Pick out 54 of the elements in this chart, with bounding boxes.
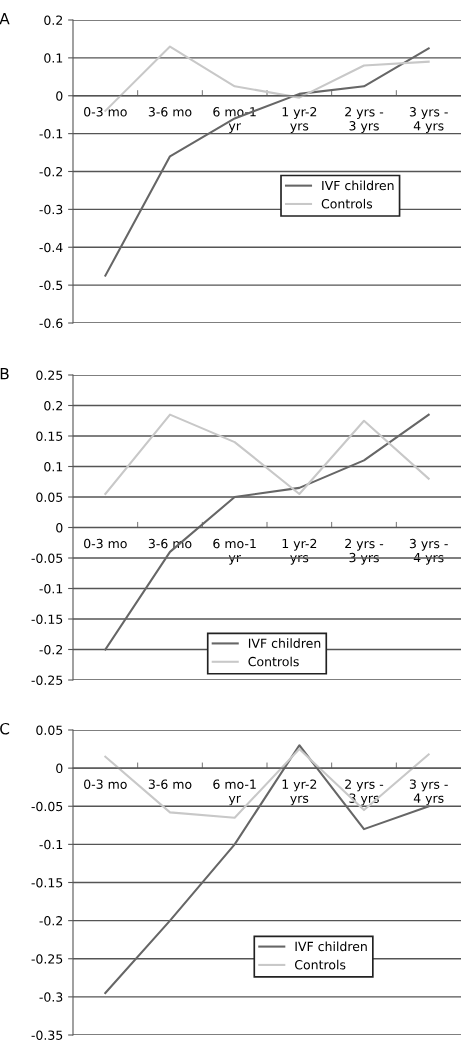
y-tick-label: 0 [56,763,63,774]
y-tick-label: 0.2 [44,400,63,411]
y-tick-label: -0.25 [31,954,63,964]
legend-label: IVF children [248,638,321,648]
y-tick-label: -0.35 [31,1030,63,1040]
legend-label: IVF children [322,180,394,191]
y-tick-label: 0.05 [36,492,63,502]
y-tick-label: -0.05 [31,553,63,563]
x-tick-label: 3 yrs - 4 yrs [409,107,448,133]
x-tick-label: 6 mo-1 yr [213,779,256,806]
y-tick-label: -0.3 [39,992,63,1002]
x-tick-label: 0-3 mo [84,538,127,549]
y-tick-label: -0.6 [39,318,63,328]
y-tick-label: -0.1 [39,129,63,139]
y-tick-label: 0.25 [36,370,63,380]
chart-title: B [0,368,9,380]
y-tick-label: -0.1 [39,583,63,594]
y-tick-label: -0.25 [31,675,63,685]
x-tick-label: 0-3 mo [84,107,127,117]
x-tick-label: 6 mo-1 yr [213,538,256,565]
y-tick-label: -0.05 [31,801,63,812]
y-tick-label: -0.3 [39,204,63,215]
chart-title: A [0,13,10,25]
x-tick-label: 3-6 mo [148,107,192,117]
chart-title: C [0,722,10,735]
y-tick-label: -0.2 [39,644,63,655]
y-tick-label: 0.05 [36,725,63,735]
y-tick-label: 0.1 [44,461,63,472]
legend-label: IVF children [295,941,367,952]
legend-label: Controls [248,656,299,667]
x-tick-label: 3-6 mo [148,779,192,789]
x-tick-label: 1 yr-2 yrs [282,107,317,133]
x-tick-label: 3 yrs - 4 yrs [409,779,448,806]
x-tick-label: 2 yrs - 3 yrs [345,107,384,133]
y-tick-label: -0.2 [39,916,63,926]
y-tick-label: 0 [56,91,63,101]
x-tick-label: 2 yrs - 3 yrs [345,538,384,565]
y-tick-label: -0.15 [31,877,63,888]
y-tick-label: -0.4 [39,242,63,253]
legend-label: Controls [294,959,346,970]
x-tick-label: 1 yr-2 yrs [282,779,317,806]
y-tick-label: 0.2 [44,15,63,25]
x-tick-label: 1 yr-2 yrs [282,538,317,565]
y-tick-label: -0.5 [39,280,63,291]
x-tick-label: 3 yrs - 4 yrs [409,538,448,565]
y-tick-label: -0.15 [31,614,63,624]
x-tick-label: 0-3 mo [84,779,127,789]
y-tick-label: 0.15 [36,431,63,441]
y-tick-label: 0 [56,522,63,533]
y-tick-label: -0.2 [39,166,63,177]
y-tick-label: 0.1 [44,53,63,63]
y-tick-label: -0.1 [39,839,63,850]
legend-label: Controls [321,198,373,209]
line-series [104,413,430,495]
